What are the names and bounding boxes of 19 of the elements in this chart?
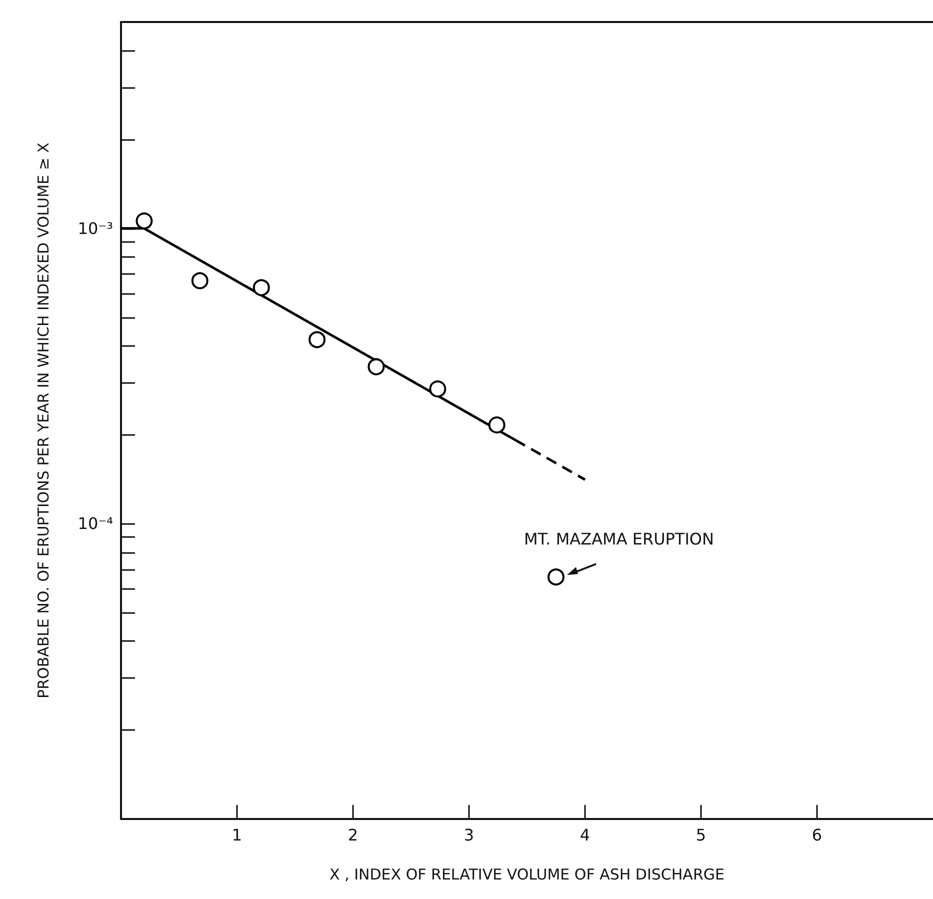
x-tick-label: 4 <box>580 826 590 844</box>
x-tick-label: 1 <box>232 826 242 844</box>
point <box>308 331 326 348</box>
x-tick-label: 6 <box>812 826 822 844</box>
point <box>191 272 208 290</box>
point <box>136 212 153 230</box>
point <box>488 416 506 434</box>
y-tick-label: 10⁻³ <box>78 218 113 238</box>
point <box>548 568 564 586</box>
x-tick-label: 3 <box>464 826 474 844</box>
y-tick-label: 10⁻⁴ <box>78 514 113 534</box>
annotation: MT. MAZAMA ERUPTION <box>524 529 714 548</box>
x-axis-title: X , INDEX OF RELATIVE VOLUME OF ASH DISCHARGE <box>330 866 724 884</box>
x-tick-label: 5 <box>696 826 706 844</box>
x-tick-label: 2 <box>348 826 358 844</box>
y-axis-title: PROBABLE NO. OF ERUPTIONS PER YEAR IN WHICH INDEXED VOLUME ≥ X <box>34 142 52 698</box>
point <box>368 358 385 376</box>
point <box>252 279 270 296</box>
point <box>429 380 446 398</box>
